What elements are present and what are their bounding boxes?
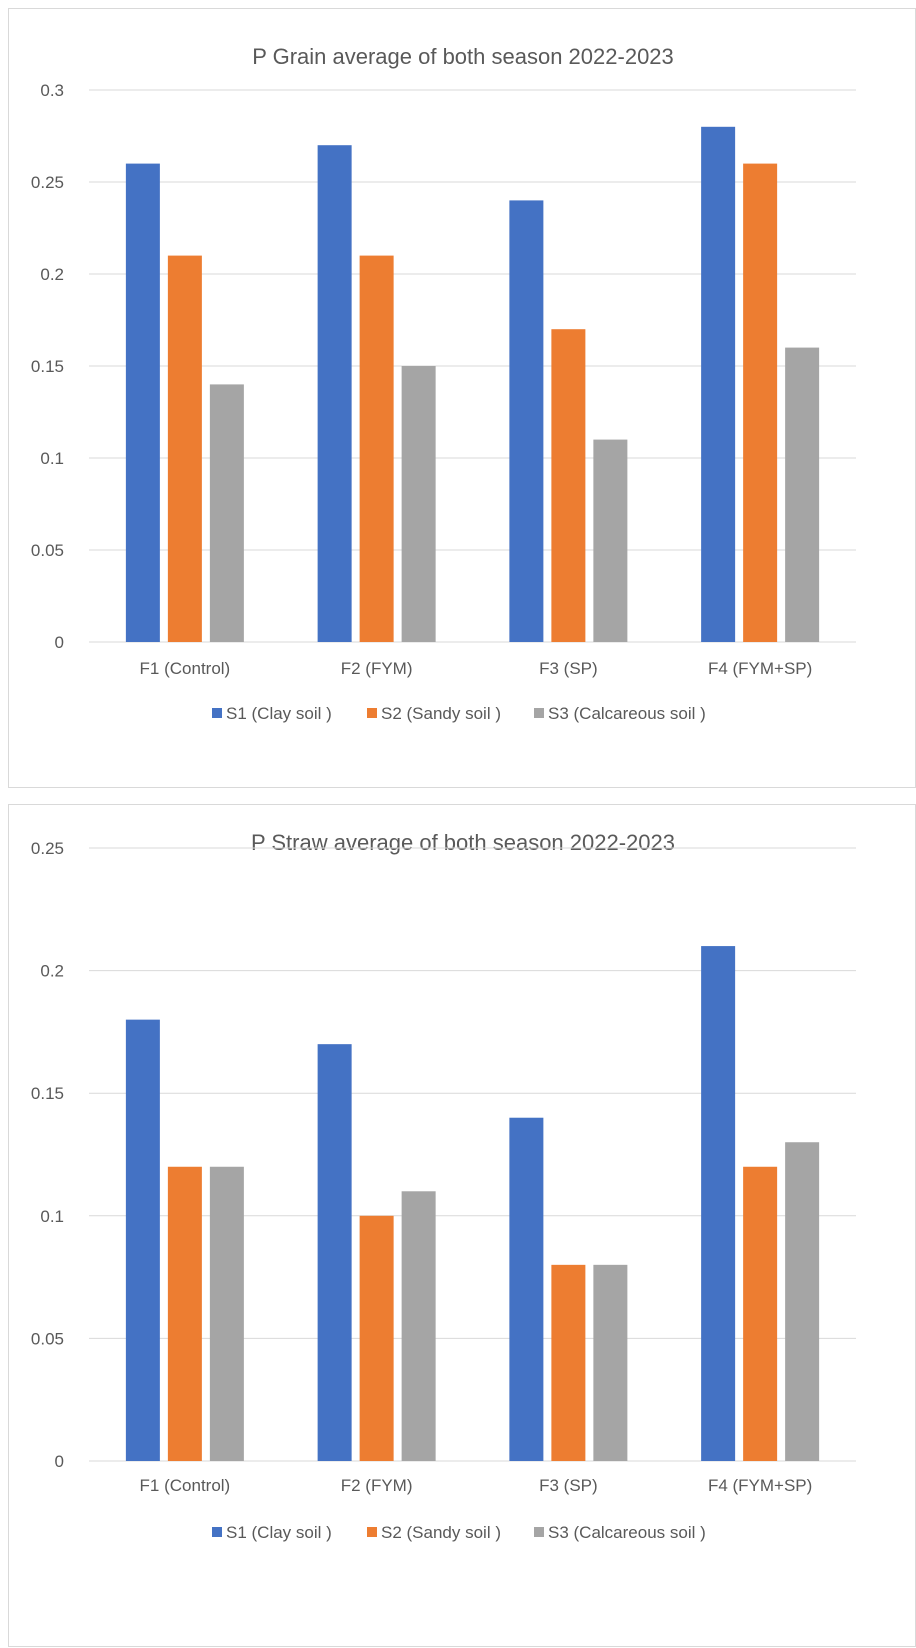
bar: [743, 1166, 778, 1461]
legend-label: S1 (Clay soil ): [226, 1523, 332, 1542]
bar: [785, 347, 820, 642]
bar: [701, 126, 736, 643]
legend-swatch: [367, 1527, 377, 1537]
bar: [209, 1166, 244, 1461]
bar: [401, 366, 436, 642]
legend-label: S1 (Clay soil ): [226, 704, 332, 723]
y-tick-label: 0: [55, 1452, 64, 1471]
bar: [593, 439, 628, 642]
legend-swatch: [534, 708, 544, 718]
x-category-label: F4 (FYM+SP): [708, 659, 812, 678]
bar: [401, 1191, 436, 1461]
bar: [509, 200, 544, 642]
x-category-label: F1 (Control): [140, 1476, 231, 1495]
bar: [317, 145, 352, 642]
bar: [593, 1264, 628, 1461]
chart-title: P Straw average of both season 2022-2023: [251, 830, 675, 855]
y-tick-label: 0.2: [40, 265, 64, 284]
y-tick-label: 0.15: [31, 357, 64, 376]
legend-label: S2 (Sandy soil ): [381, 704, 501, 723]
y-tick-label: 0.1: [40, 449, 64, 468]
y-tick-label: 0: [55, 633, 64, 652]
grain-chart-panel: P Grain average of both season 2022-2023…: [8, 8, 916, 788]
x-category-label: F2 (FYM): [341, 1476, 413, 1495]
bar: [785, 1142, 820, 1461]
legend-swatch: [367, 708, 377, 718]
legend-label: S3 (Calcareous soil ): [548, 704, 706, 723]
grain-chart-svg: P Grain average of both season 2022-2023…: [31, 44, 856, 723]
bar: [167, 1166, 202, 1461]
bar: [701, 946, 736, 1461]
bar: [551, 329, 586, 642]
bar: [359, 1215, 394, 1461]
x-category-label: F1 (Control): [140, 659, 231, 678]
straw-chart-svg: P Straw average of both season 2022-2023…: [31, 830, 856, 1542]
x-category-label: F2 (FYM): [341, 659, 413, 678]
bar: [209, 384, 244, 642]
bar: [359, 255, 394, 642]
x-category-label: F4 (FYM+SP): [708, 1476, 812, 1495]
y-tick-label: 0.25: [31, 839, 64, 858]
y-tick-label: 0.05: [31, 1329, 64, 1348]
y-tick-label: 0.05: [31, 541, 64, 560]
legend-swatch: [212, 1527, 222, 1537]
y-tick-label: 0.15: [31, 1084, 64, 1103]
legend-swatch: [212, 708, 222, 718]
chart-title: P Grain average of both season 2022-2023: [252, 44, 674, 69]
bar: [551, 1264, 586, 1461]
legend-label: S3 (Calcareous soil ): [548, 1523, 706, 1542]
y-tick-label: 0.2: [40, 962, 64, 981]
legend-swatch: [534, 1527, 544, 1537]
y-tick-label: 0.25: [31, 173, 64, 192]
bar: [317, 1044, 352, 1461]
bar: [743, 163, 778, 642]
legend-label: S2 (Sandy soil ): [381, 1523, 501, 1542]
straw-chart-panel: P Straw average of both season 2022-2023…: [8, 804, 916, 1647]
x-category-label: F3 (SP): [539, 659, 598, 678]
bar: [125, 1019, 160, 1461]
x-category-label: F3 (SP): [539, 1476, 598, 1495]
bar: [167, 255, 202, 642]
bar: [125, 163, 160, 642]
y-tick-label: 0.1: [40, 1207, 64, 1226]
bar: [509, 1117, 544, 1461]
y-tick-label: 0.3: [40, 81, 64, 100]
